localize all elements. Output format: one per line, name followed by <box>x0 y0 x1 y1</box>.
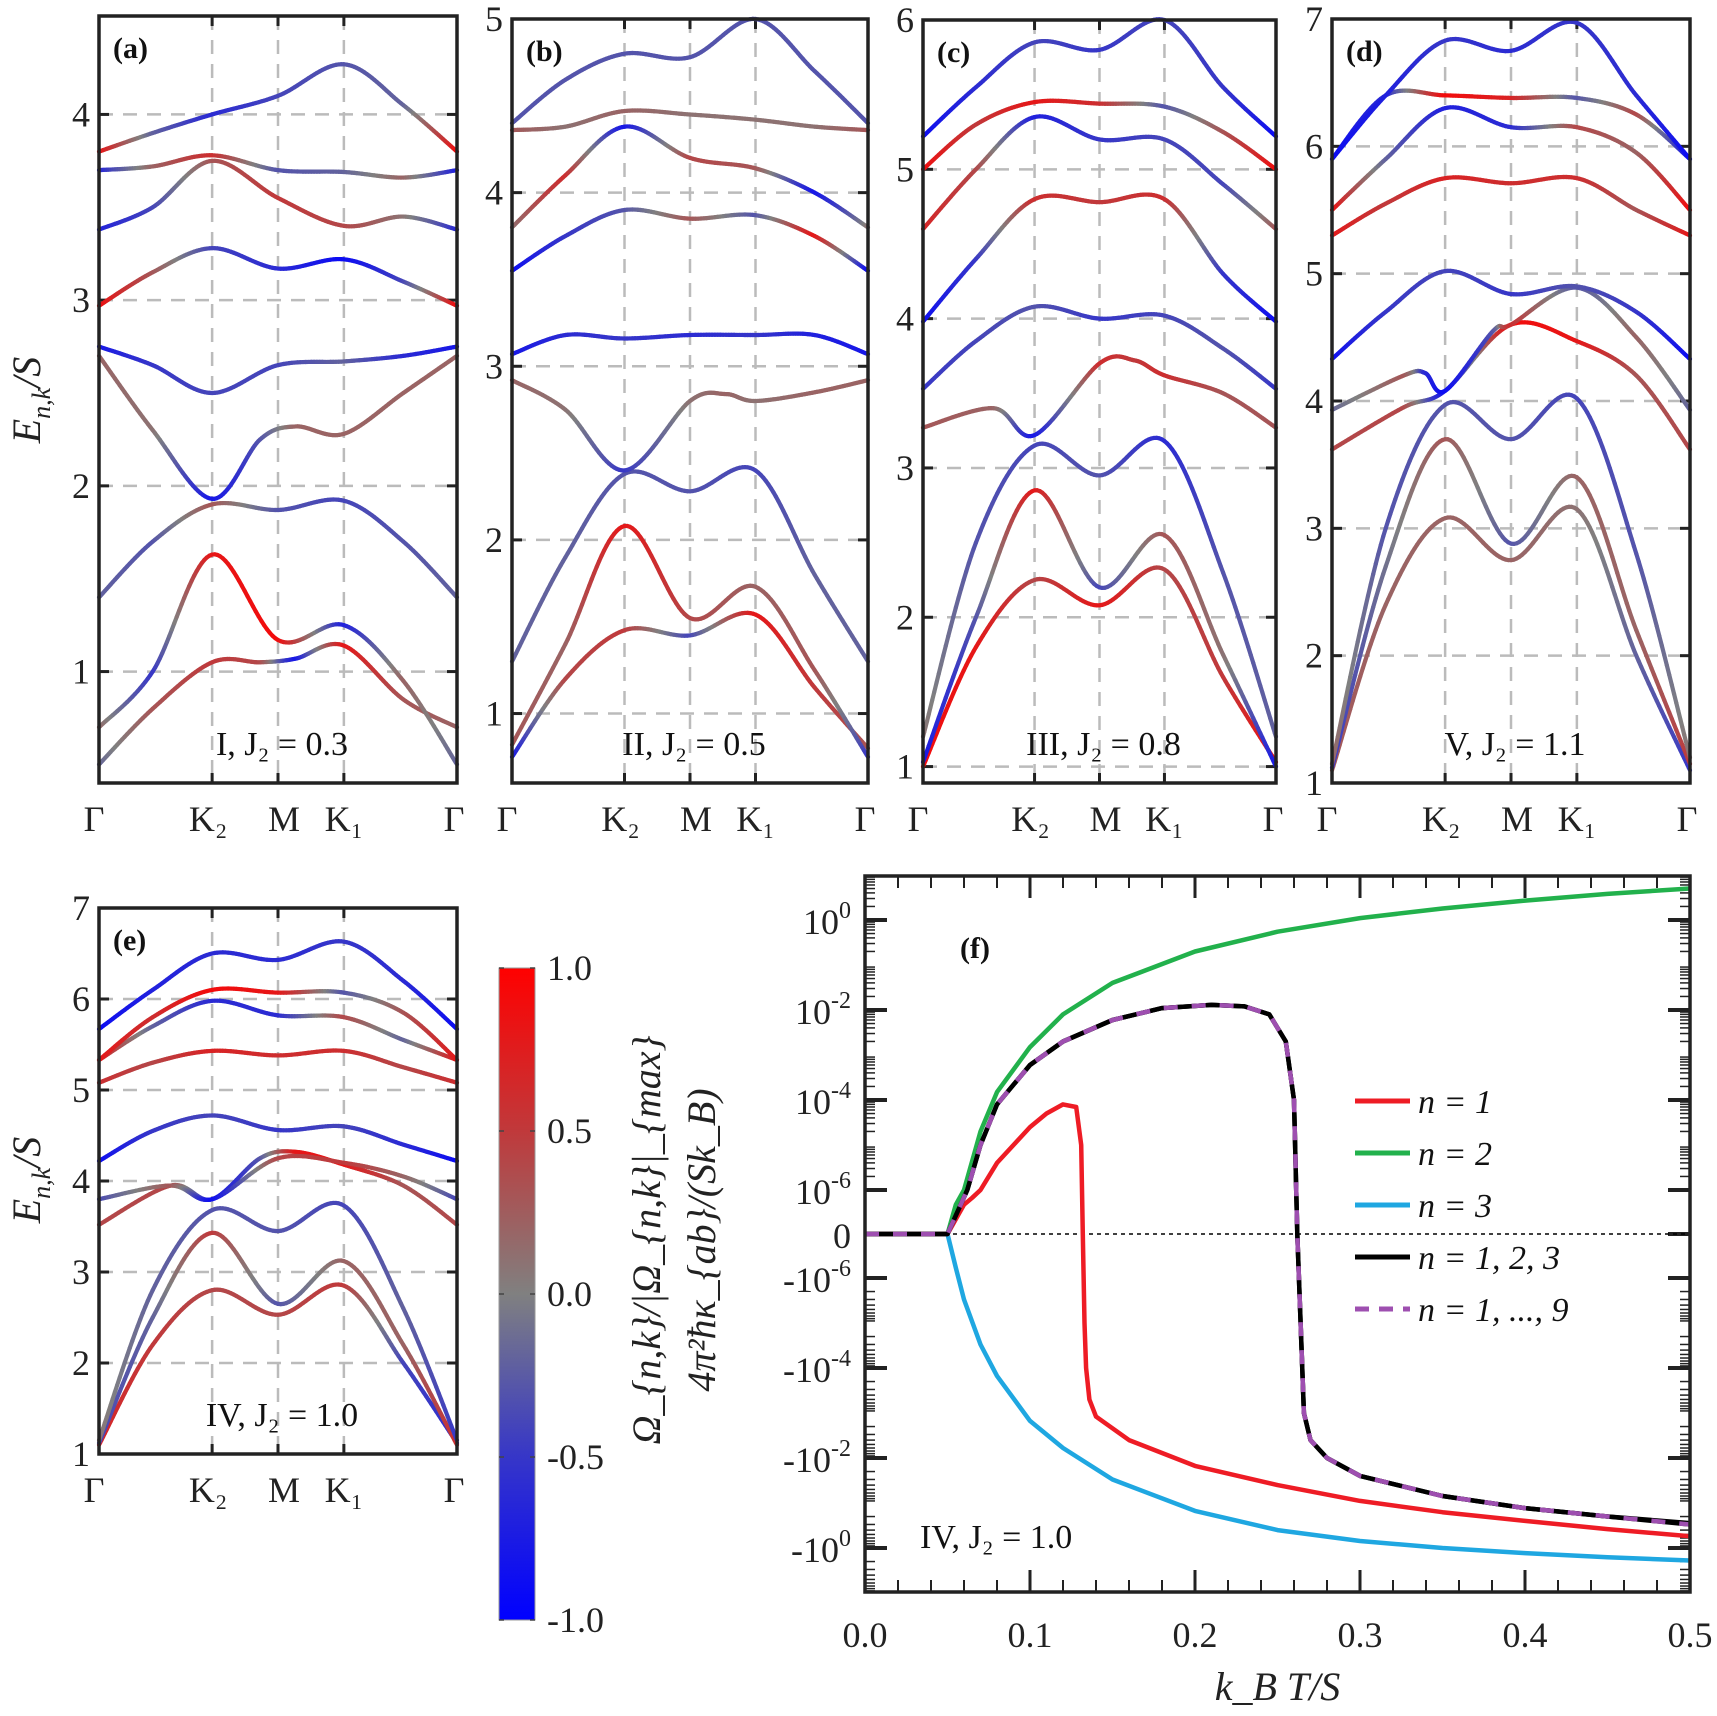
panel-annotation: III, J₂ = 0.8 <box>1026 726 1181 763</box>
x-tick-label: K₁ <box>736 799 775 839</box>
band-1 <box>920 565 1279 769</box>
band-panel-b: 1 2 3 4 5 Γ K₂ M K₁ Γ (b) II, J₂ = 0.5 <box>485 0 875 839</box>
axes-frame <box>97 14 459 785</box>
y-tick-label: 1 <box>1305 763 1323 803</box>
panel-label: (c) <box>937 36 970 69</box>
axes-frame <box>510 17 870 785</box>
x-tick-label: Γ <box>1677 799 1698 839</box>
y-tick-label: 4 <box>1305 381 1323 421</box>
y-tick-label: 3 <box>72 280 90 320</box>
band-2 <box>920 488 1279 769</box>
x-tick-label: K₂ <box>601 799 640 839</box>
x-tick-label: M <box>1089 799 1121 839</box>
y-tick-label: 2 <box>485 520 503 560</box>
y-tick-label: 2 <box>896 597 914 637</box>
band-4 <box>96 353 460 501</box>
y-tick-label: 5 <box>485 0 503 39</box>
x-tick-label: K₂ <box>1422 799 1461 839</box>
band-5 <box>96 344 460 396</box>
x-tick-label: K₂ <box>1011 799 1050 839</box>
y-tick-label: 3 <box>485 346 503 386</box>
band-6 <box>509 207 871 273</box>
x-tick-label: K₁ <box>325 799 364 839</box>
y-tick-label: 1 <box>896 747 914 787</box>
band-4 <box>509 378 871 473</box>
x-tick-label: M <box>680 799 712 839</box>
band-3 <box>509 465 871 664</box>
y-tick-label: 1 <box>72 652 90 692</box>
x-tick-label: Γ <box>84 799 105 839</box>
x-tick-label: Γ <box>855 799 876 839</box>
x-tick-label: M <box>1501 799 1533 839</box>
x-tick-label: M <box>268 799 300 839</box>
band-1 <box>96 641 460 767</box>
band-8 <box>920 98 1279 172</box>
y-tick-label: 4 <box>485 173 503 213</box>
x-tick-label: Γ <box>1263 799 1284 839</box>
band-7 <box>96 158 460 232</box>
panel-annotation: I, J₂ = 0.3 <box>216 726 348 763</box>
band-9 <box>509 16 871 126</box>
x-tick-label: K₂ <box>189 799 228 839</box>
x-tick-label: Γ <box>1317 799 1338 839</box>
y-tick-label: 5 <box>1305 254 1323 294</box>
y-tick-label: 3 <box>896 448 914 488</box>
band-7 <box>509 124 871 230</box>
panel-label: (b) <box>526 35 563 68</box>
band-3 <box>96 497 460 600</box>
y-tick-label: 2 <box>72 466 90 506</box>
x-tick-label: K₁ <box>1145 799 1184 839</box>
y-tick-label: 5 <box>896 149 914 189</box>
y-tick-label: 1 <box>485 694 503 734</box>
y-tick-label: 3 <box>1305 508 1323 548</box>
x-tick-label: Γ <box>908 799 929 839</box>
x-tick-label: Γ <box>497 799 518 839</box>
panel-annotation: II, J₂ = 0.5 <box>622 726 765 763</box>
y-tick-label: 7 <box>1305 0 1323 39</box>
x-tick-label: Γ <box>444 799 465 839</box>
panel-label: (a) <box>113 32 148 65</box>
y-tick-label: 6 <box>1305 126 1323 166</box>
y-tick-label: 4 <box>72 94 90 134</box>
band-panel-c: 1 2 3 4 5 6 Γ K₂ M K₁ Γ (c) III, J₂ = 0.8 <box>896 0 1283 839</box>
y-tick-label: 6 <box>896 0 914 40</box>
band-8 <box>509 108 871 133</box>
band-1 <box>509 610 871 760</box>
band-panel-a: 1 2 3 4 Γ K₂ M K₁ Γ (a) I, J₂ = 0.3 <box>72 14 465 839</box>
y-tick-label: 2 <box>1305 636 1323 676</box>
y-tick-label: 4 <box>896 299 914 339</box>
x-tick-label: K₁ <box>1558 799 1597 839</box>
band-2 <box>96 552 460 767</box>
